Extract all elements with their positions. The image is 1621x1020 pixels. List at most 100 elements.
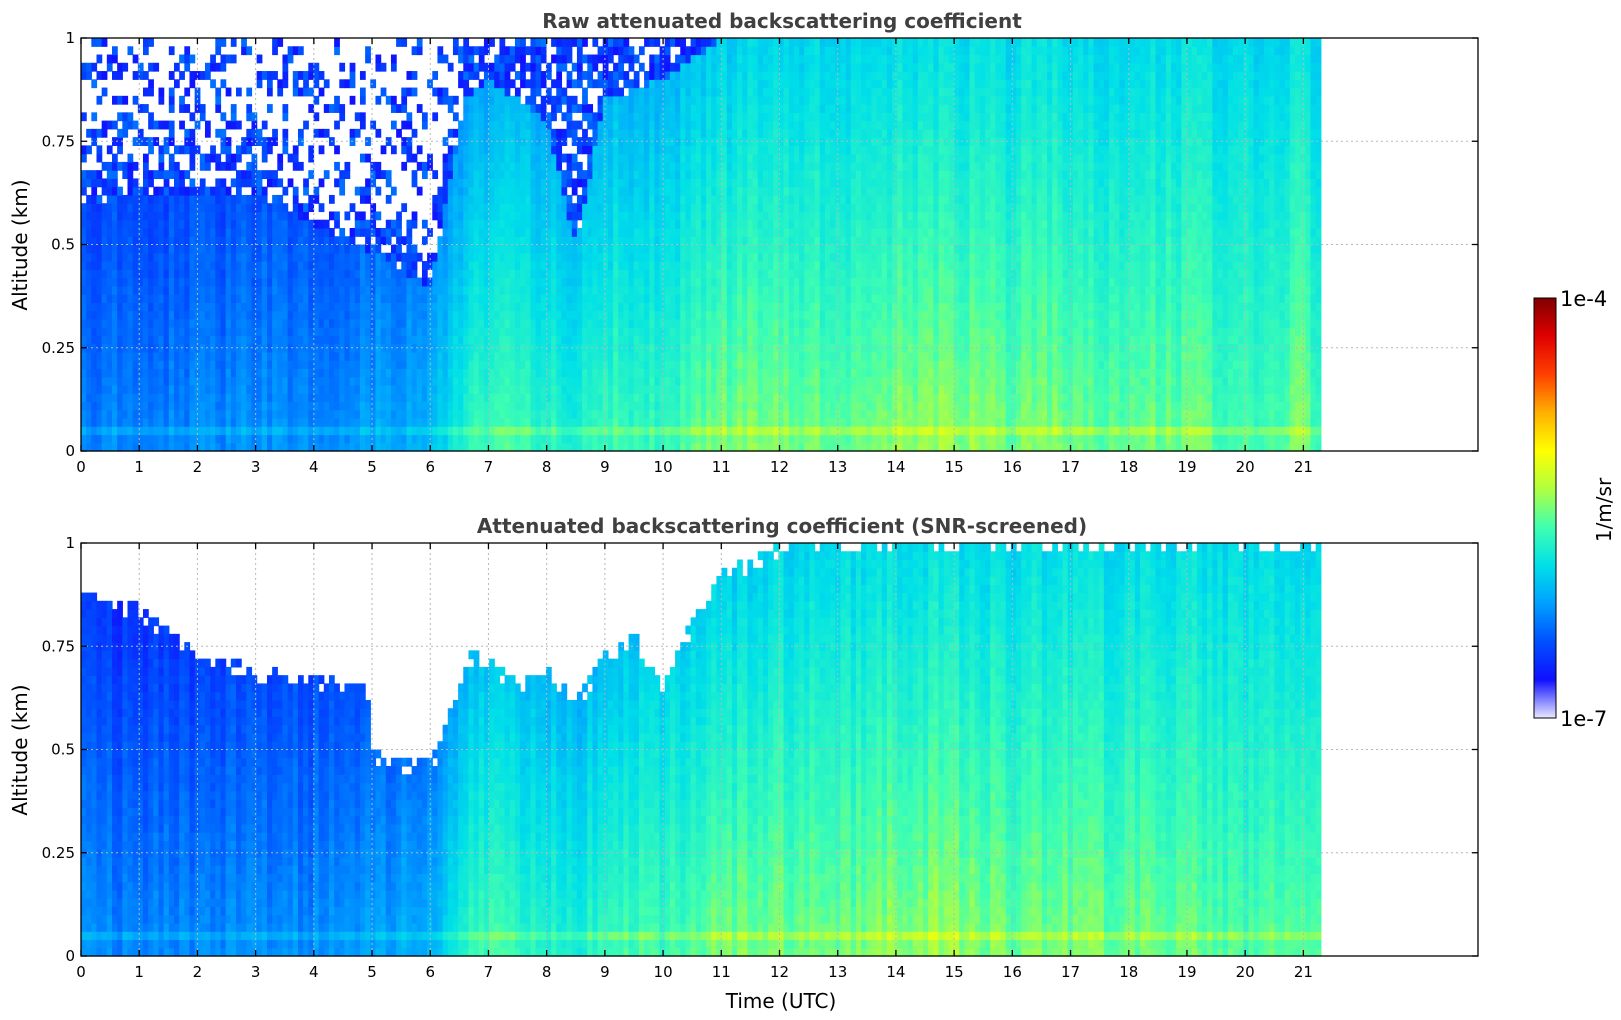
heatmap-cell xyxy=(117,162,123,171)
heatmap-cell xyxy=(179,418,185,427)
heatmap-cell xyxy=(102,327,108,336)
heatmap-cell xyxy=(200,426,206,435)
heatmap-cell xyxy=(122,426,128,435)
heatmap-cell xyxy=(117,187,123,196)
heatmap-cell xyxy=(210,220,216,229)
heatmap-cell xyxy=(189,71,195,80)
heatmap-cell xyxy=(122,211,128,220)
heatmap-cell xyxy=(117,352,123,361)
heatmap-cell xyxy=(86,443,92,452)
heatmap-cell xyxy=(127,220,133,229)
heatmap-cell xyxy=(138,418,144,427)
heatmap-cell xyxy=(215,129,221,138)
heatmap-cell xyxy=(127,418,133,427)
heatmap-cell xyxy=(102,178,108,187)
heatmap-cell xyxy=(86,377,92,386)
heatmap-cell xyxy=(164,121,170,130)
heatmap-cell xyxy=(205,335,211,344)
heatmap-cell xyxy=(179,385,185,394)
heatmap-cell xyxy=(122,302,128,311)
heatmap-cell xyxy=(169,377,175,386)
heatmap-cell xyxy=(184,418,190,427)
heatmap-cell xyxy=(169,96,175,105)
heatmap-cell xyxy=(158,443,164,452)
heatmap-cell xyxy=(210,410,216,419)
heatmap-cell xyxy=(153,228,159,237)
heatmap-cell xyxy=(169,434,175,443)
heatmap-cell xyxy=(112,121,118,130)
heatmap-cell xyxy=(112,401,118,410)
heatmap-cell xyxy=(164,145,170,154)
heatmap-cell xyxy=(112,170,118,179)
heatmap-cell xyxy=(112,443,118,452)
heatmap-cell xyxy=(210,385,216,394)
heatmap-cell xyxy=(97,178,103,187)
heatmap-cell xyxy=(169,187,175,196)
heatmap-cell xyxy=(122,335,128,344)
heatmap-cell xyxy=(107,286,113,295)
heatmap-cell xyxy=(169,319,175,328)
heatmap-cell xyxy=(174,311,180,320)
heatmap-cell xyxy=(107,319,113,328)
heatmap-cell xyxy=(127,385,133,394)
heatmap-cell xyxy=(143,319,149,328)
heatmap-cell xyxy=(112,377,118,386)
heatmap-cell xyxy=(215,352,221,361)
heatmap-cell xyxy=(210,443,216,452)
heatmap-cell xyxy=(169,368,175,377)
heatmap-cell xyxy=(127,195,133,204)
heatmap-cell xyxy=(158,269,164,278)
heatmap-cell xyxy=(81,335,87,344)
heatmap-cell xyxy=(91,377,97,386)
heatmap-cell xyxy=(148,286,154,295)
heatmap-cell xyxy=(86,253,92,262)
heatmap-cell xyxy=(97,410,103,419)
heatmap-cell xyxy=(210,335,216,344)
heatmap-cell xyxy=(164,187,170,196)
heatmap-cell xyxy=(91,286,97,295)
heatmap-cell xyxy=(91,401,97,410)
heatmap-cell xyxy=(86,319,92,328)
heatmap-cell xyxy=(122,253,128,262)
heatmap-cell xyxy=(189,418,195,427)
heatmap-cell xyxy=(91,360,97,369)
heatmap-cell xyxy=(97,434,103,443)
heatmap-cell xyxy=(133,278,139,287)
heatmap-cell xyxy=(164,401,170,410)
heatmap-cell xyxy=(117,145,123,154)
heatmap-cell xyxy=(97,418,103,427)
heatmap-cell xyxy=(200,220,206,229)
heatmap-cell xyxy=(86,245,92,254)
heatmap-cell xyxy=(184,55,190,64)
heatmap-cell xyxy=(133,96,139,105)
heatmap-cell xyxy=(148,319,154,328)
heatmap-cell xyxy=(205,368,211,377)
heatmap-cell xyxy=(189,129,195,138)
heatmap-cell xyxy=(127,401,133,410)
heatmap-cell xyxy=(81,63,87,72)
heatmap-cell xyxy=(169,443,175,452)
heatmap-cell xyxy=(112,253,118,262)
heatmap-cell xyxy=(215,368,221,377)
heatmap-cell xyxy=(112,360,118,369)
heatmap-cell xyxy=(81,401,87,410)
heatmap-cell xyxy=(153,63,159,72)
heatmap-cell xyxy=(215,220,221,229)
heatmap-cell xyxy=(210,401,216,410)
heatmap-cell xyxy=(153,368,159,377)
heatmap-cell xyxy=(164,368,170,377)
heatmap-cell xyxy=(215,335,221,344)
heatmap-cell xyxy=(184,170,190,179)
heatmap-cell xyxy=(102,203,108,212)
heatmap-cell xyxy=(205,245,211,254)
heatmap-cell xyxy=(169,261,175,270)
heatmap-cell xyxy=(169,211,175,220)
heatmap-cell xyxy=(133,245,139,254)
heatmap-cell xyxy=(169,360,175,369)
heatmap-cell xyxy=(158,278,164,287)
heatmap-cell xyxy=(174,418,180,427)
heatmap-cell xyxy=(215,104,221,113)
heatmap-cell xyxy=(179,187,185,196)
heatmap-cell xyxy=(143,71,149,80)
heatmap-cell xyxy=(127,327,133,336)
